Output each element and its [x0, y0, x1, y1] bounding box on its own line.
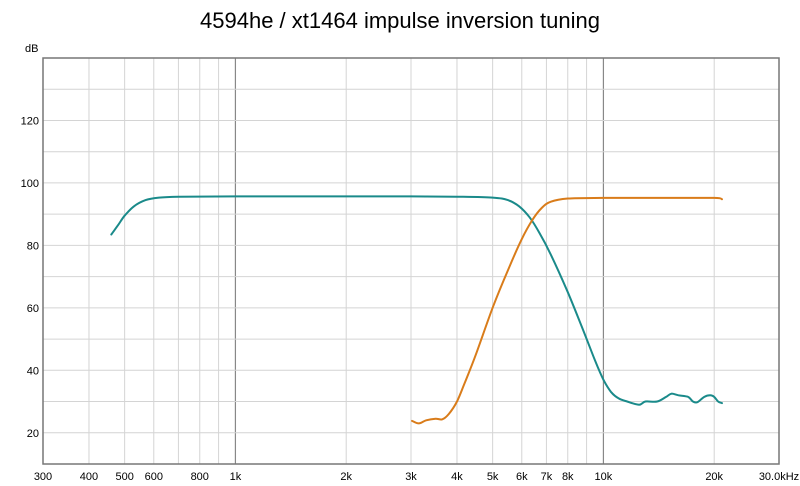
tick-layer: 300 400 500 600 800 1k 2k 3k 4k 5k 6k 7k 8k 10k 20k 30.…	[21, 115, 800, 483]
x-tick-label: 5k	[487, 471, 499, 483]
y-tick-label: 100	[21, 178, 39, 190]
x-tick-label: 4k	[451, 471, 463, 483]
y-tick-label: 20	[27, 428, 39, 440]
series-layer	[110, 195, 723, 425]
series-line-2	[411, 196, 723, 425]
x-tick-label: 400	[80, 471, 98, 483]
x-tick-label: 1k	[230, 471, 242, 483]
x-tick-label: 6k	[516, 471, 528, 483]
x-tick-label: 30.0kHz	[759, 471, 799, 483]
x-tick-label: 800	[191, 471, 209, 483]
series-line-1	[110, 195, 723, 406]
x-tick-label: 7k	[541, 471, 553, 483]
x-tick-label: 3k	[405, 471, 417, 483]
y-tick-label: 60	[27, 303, 39, 315]
x-tick-label: 500	[115, 471, 133, 483]
x-tick-label: 300	[34, 471, 52, 483]
x-tick-label: 10k	[595, 471, 613, 483]
y-tick-label: 80	[27, 240, 39, 252]
y-tick-label: 40	[27, 365, 39, 377]
y-tick-label: 120	[21, 115, 39, 127]
y-axis-label: dB	[25, 43, 38, 55]
x-tick-label: 600	[145, 471, 163, 483]
x-tick-label: 20k	[705, 471, 723, 483]
chart-title: 4594he / xt1464 impulse inversion tuning	[200, 8, 600, 33]
x-tick-label: 8k	[562, 471, 574, 483]
x-tick-label: 2k	[340, 471, 352, 483]
plot-border	[42, 57, 780, 465]
